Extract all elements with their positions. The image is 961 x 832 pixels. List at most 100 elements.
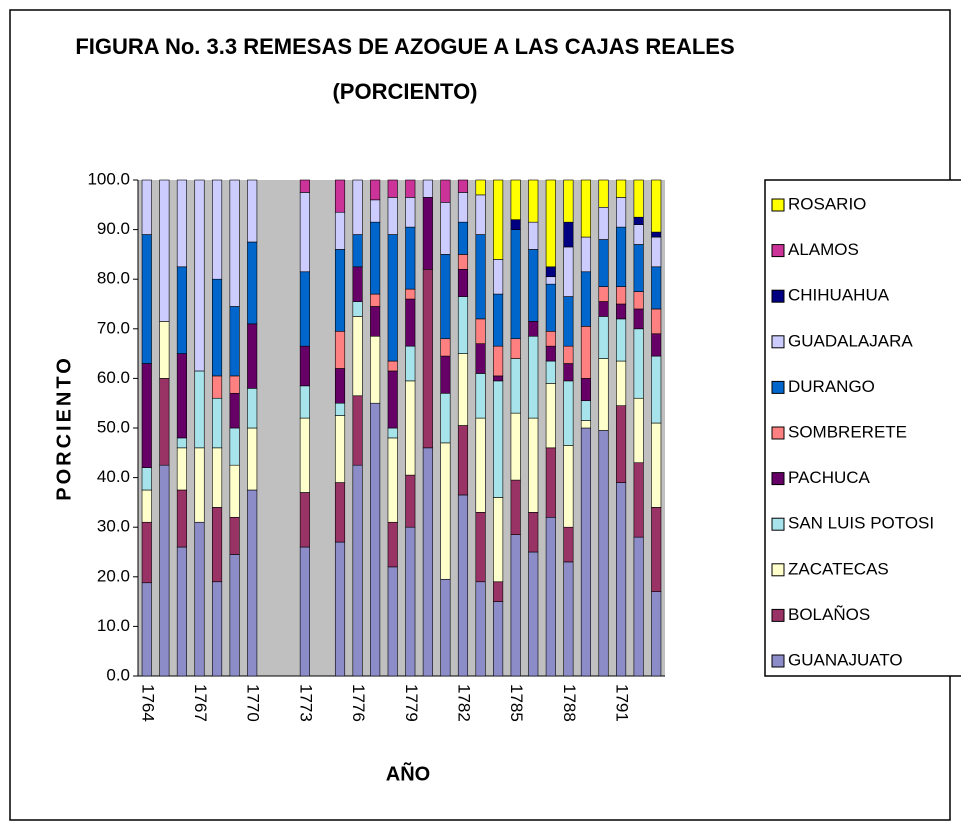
bar-segment bbox=[563, 345, 574, 364]
bar-segment bbox=[387, 360, 398, 372]
bar-segment bbox=[493, 497, 504, 583]
y-tick-label: 70.0 bbox=[97, 318, 130, 337]
bar-segment bbox=[334, 211, 346, 250]
bar-segment bbox=[633, 462, 644, 538]
bar-segment bbox=[598, 301, 609, 317]
bar-segment bbox=[370, 335, 381, 404]
x-tick-label: 1767 bbox=[191, 684, 210, 722]
bar-segment bbox=[229, 306, 240, 377]
bar-segment bbox=[141, 582, 152, 677]
bar-segment bbox=[493, 375, 504, 382]
bar-segment bbox=[545, 276, 556, 285]
bar-segment bbox=[545, 266, 556, 278]
bar-segment bbox=[580, 271, 592, 327]
bar-segment bbox=[141, 234, 152, 364]
x-tick-label: 1782 bbox=[454, 684, 473, 722]
bar-segment bbox=[370, 179, 381, 201]
legend-swatch bbox=[771, 472, 785, 486]
bar-segment bbox=[598, 286, 609, 302]
bar-segment bbox=[633, 308, 644, 330]
bar-segment bbox=[440, 338, 451, 357]
x-tick-label: 1764 bbox=[138, 684, 157, 722]
x-tick-label: 1773 bbox=[296, 684, 315, 722]
bar-segment bbox=[334, 415, 346, 483]
bar-segment bbox=[212, 278, 223, 377]
bar-segment bbox=[247, 323, 258, 389]
bar-segment bbox=[457, 268, 469, 297]
bar-segment bbox=[159, 179, 170, 322]
chart-title: (PORCIENTO) bbox=[332, 79, 477, 104]
bar-segment bbox=[563, 445, 574, 528]
bar-segment bbox=[616, 303, 627, 320]
x-tick-label: 1785 bbox=[507, 684, 526, 722]
bar-segment bbox=[194, 370, 205, 449]
bar-segment bbox=[370, 221, 381, 295]
bar-segment bbox=[528, 335, 539, 419]
bar-segment bbox=[405, 345, 416, 382]
bar-segment bbox=[493, 179, 504, 260]
bar-segment bbox=[334, 330, 346, 369]
bar-segment bbox=[633, 536, 644, 677]
bar-segment bbox=[510, 179, 521, 220]
legend-swatch bbox=[771, 380, 785, 394]
bar-segment bbox=[475, 343, 486, 374]
bar-segment bbox=[212, 375, 223, 399]
bar-segment bbox=[387, 234, 398, 362]
bar-segment bbox=[651, 591, 662, 677]
bar-segment bbox=[387, 370, 398, 429]
bar-segment bbox=[580, 427, 592, 677]
bar-segment bbox=[405, 298, 416, 347]
bar-segment bbox=[598, 239, 609, 287]
legend-swatch bbox=[771, 608, 785, 622]
bar-segment bbox=[510, 479, 521, 535]
bar-segment bbox=[352, 395, 363, 466]
bar-segment bbox=[475, 179, 486, 196]
bar-segment bbox=[493, 293, 504, 347]
y-tick-label: 80.0 bbox=[97, 269, 130, 288]
legend-label: BOLAÑOS bbox=[788, 605, 870, 624]
x-axis-label: AÑO bbox=[386, 762, 430, 785]
y-tick-label: 40.0 bbox=[97, 467, 130, 486]
bar-segment bbox=[457, 192, 469, 223]
bar-segment bbox=[475, 318, 486, 344]
bar-segment bbox=[387, 179, 398, 198]
bar-segment bbox=[457, 179, 469, 193]
bar-segment bbox=[651, 179, 662, 233]
bar-segment bbox=[299, 179, 310, 193]
legend-box bbox=[764, 179, 961, 677]
bar-segment bbox=[633, 179, 644, 218]
plot-area bbox=[138, 180, 665, 676]
bar-segment bbox=[598, 206, 609, 240]
bar-segment bbox=[229, 375, 240, 394]
bar-segment bbox=[545, 383, 556, 449]
x-tick-label: 1788 bbox=[560, 684, 579, 722]
bar-segment bbox=[334, 179, 346, 213]
bar-segment bbox=[616, 286, 627, 305]
bar-segment bbox=[370, 306, 381, 337]
bar-segment bbox=[299, 345, 310, 387]
bar-segment bbox=[212, 447, 223, 508]
bar-segment bbox=[651, 355, 662, 424]
bar-segment bbox=[633, 291, 644, 310]
bar-segment bbox=[352, 234, 363, 268]
legend-label: ZACATECAS bbox=[788, 559, 889, 578]
bar-segment bbox=[141, 363, 152, 468]
bar-segment bbox=[422, 179, 433, 198]
bar-segment bbox=[334, 402, 346, 416]
bar-segment bbox=[563, 561, 574, 677]
bar-segment bbox=[176, 447, 187, 491]
bar-segment bbox=[352, 266, 363, 302]
bar-segment bbox=[247, 388, 258, 429]
bar-segment bbox=[651, 236, 662, 268]
bar-segment bbox=[598, 430, 609, 677]
bar-segment bbox=[475, 234, 486, 320]
bar-segment bbox=[651, 231, 662, 238]
bar-segment bbox=[580, 179, 592, 238]
bar-segment bbox=[493, 259, 504, 295]
y-tick-label: 100.0 bbox=[87, 169, 130, 188]
bar-segment bbox=[405, 288, 416, 300]
bar-segment bbox=[176, 546, 187, 677]
bar-segment bbox=[545, 179, 556, 268]
bar-segment bbox=[457, 254, 469, 270]
bar-segment bbox=[651, 422, 662, 508]
